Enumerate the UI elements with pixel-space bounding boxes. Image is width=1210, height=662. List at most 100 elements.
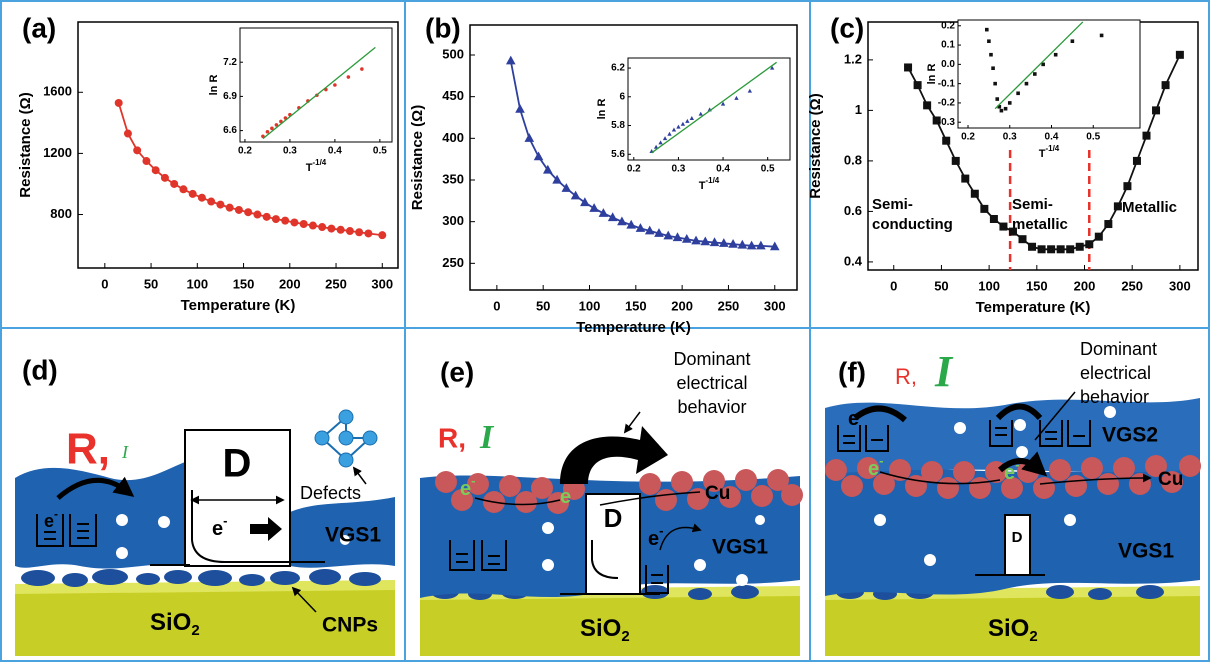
- x-axis-label-sup: -1/4: [1045, 144, 1059, 153]
- y-tick-label: 300: [442, 213, 464, 228]
- y-tick-label: 500: [442, 46, 464, 61]
- layer-label: VGS1: [712, 536, 768, 559]
- x-tick-label: 0.3: [1003, 132, 1017, 143]
- annotation: Metallic: [1122, 199, 1177, 216]
- data-point: [914, 81, 922, 89]
- data-point: [1004, 107, 1008, 111]
- x-axis-label: Temperature (K): [181, 297, 296, 314]
- data-point: [971, 190, 979, 198]
- annotation: Semi-: [872, 196, 913, 213]
- panel-label: (e): [440, 356, 474, 387]
- shape: [1046, 585, 1074, 599]
- x-tick-label: 200: [671, 298, 693, 313]
- metal-label: Cu: [705, 483, 730, 504]
- shape: [339, 410, 353, 424]
- data-point: [300, 220, 308, 228]
- text-part: SiO: [988, 615, 1029, 642]
- shape: [363, 431, 377, 445]
- data-point: [272, 215, 280, 223]
- text-part: -: [859, 403, 863, 418]
- y-tick-label: 250: [442, 255, 464, 270]
- data-point: [942, 137, 950, 145]
- shape: [671, 471, 693, 493]
- x-tick-label: 300: [371, 276, 393, 291]
- shape: [92, 569, 128, 585]
- shape: [1113, 457, 1135, 479]
- data-point: [987, 39, 991, 43]
- data-point: [989, 53, 993, 57]
- shape: [1136, 585, 1164, 599]
- data-point: [347, 75, 351, 79]
- data-point: [993, 82, 997, 86]
- y-tick-label: 0.8: [844, 152, 862, 167]
- shape: [62, 573, 88, 587]
- y-tick-label: 0.1: [941, 40, 955, 51]
- shape: [1014, 419, 1026, 431]
- shape: [639, 473, 661, 495]
- x-tick-label: 0.3: [671, 164, 685, 175]
- data-point: [235, 206, 243, 214]
- layer-label: VGS2: [1102, 424, 1158, 447]
- x-tick-label: 50: [144, 276, 158, 291]
- data-point: [318, 223, 326, 231]
- shape: [1016, 446, 1028, 458]
- data-point: [170, 180, 178, 188]
- shape: [531, 477, 553, 499]
- data-point: [1047, 245, 1055, 253]
- x-tick-label: 200: [279, 276, 301, 291]
- y-tick-label: 6: [619, 91, 625, 102]
- current-symbol: I: [121, 442, 129, 462]
- x-tick-label: 150: [625, 298, 647, 313]
- data-point: [226, 204, 234, 212]
- data-point: [244, 208, 252, 216]
- text-part: SiO: [580, 615, 621, 642]
- x-axis-label-sup: -1/4: [312, 158, 326, 167]
- shape: [198, 570, 232, 586]
- x-tick-label: 0.4: [328, 146, 342, 157]
- data-point: [1054, 53, 1058, 57]
- text-part: e: [868, 458, 879, 480]
- y-tick-label: 1600: [43, 84, 72, 99]
- data-point: [266, 130, 270, 134]
- data-point: [346, 227, 354, 235]
- y-tick-label: 6.6: [223, 125, 237, 136]
- data-point: [952, 157, 960, 165]
- data-point: [1152, 106, 1160, 114]
- data-point: [263, 213, 271, 221]
- data-point: [991, 66, 995, 70]
- data-point: [995, 97, 999, 101]
- shape: [21, 570, 55, 586]
- data-point: [1071, 39, 1075, 43]
- data-point: [333, 83, 337, 87]
- data-point: [142, 157, 150, 165]
- y-tick-label: 7.2: [223, 57, 237, 68]
- shape: [688, 588, 712, 600]
- resistance-symbol: R,: [438, 422, 466, 453]
- data-point: [1114, 202, 1122, 210]
- x-tick-label: 100: [579, 298, 601, 313]
- panel-label: (c): [830, 12, 864, 43]
- y-axis-label: ln R: [596, 99, 608, 120]
- resistance-symbol: R,: [66, 425, 110, 474]
- y-axis-label: Resistance (Ω): [17, 92, 34, 197]
- data-point: [1162, 81, 1170, 89]
- text-part: -: [471, 473, 475, 488]
- shape: [954, 422, 966, 434]
- shape: [158, 516, 170, 528]
- note-line: electrical: [676, 373, 747, 393]
- x-tick-label: 50: [536, 298, 550, 313]
- annotation: metallic: [1012, 216, 1068, 233]
- data-point: [133, 146, 141, 154]
- data-point: [360, 67, 364, 71]
- data-point: [1142, 132, 1150, 140]
- shape: [1104, 406, 1116, 418]
- y-tick-label: 0.6: [844, 203, 862, 218]
- data-point: [980, 205, 988, 213]
- data-point: [207, 198, 215, 206]
- shape: [1129, 473, 1151, 495]
- note-line: Dominant: [1080, 339, 1157, 359]
- shape: [339, 431, 353, 445]
- shape: [1049, 459, 1071, 481]
- data-point: [253, 211, 261, 219]
- data-point: [923, 101, 931, 109]
